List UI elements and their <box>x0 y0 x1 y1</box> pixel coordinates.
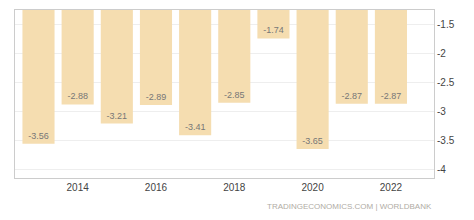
svg-text:2022: 2022 <box>380 182 403 193</box>
svg-text:-2.5: -2.5 <box>437 77 455 88</box>
svg-text:-3.41: -3.41 <box>185 122 206 132</box>
svg-text:-2.87: -2.87 <box>381 91 402 101</box>
svg-text:-3.5: -3.5 <box>437 135 455 146</box>
svg-text:2014: 2014 <box>67 182 90 193</box>
svg-text:2016: 2016 <box>145 182 168 193</box>
svg-text:-3.21: -3.21 <box>107 111 128 121</box>
svg-text:-1.5: -1.5 <box>437 19 455 30</box>
svg-text:-3.65: -3.65 <box>302 136 323 146</box>
svg-text:-2.85: -2.85 <box>224 90 245 100</box>
svg-text:-2.87: -2.87 <box>342 91 363 101</box>
svg-text:2020: 2020 <box>301 182 324 193</box>
svg-text:-3: -3 <box>437 106 446 117</box>
svg-text:TRADINGECONOMICS.COM | WORLDBA: TRADINGECONOMICS.COM | WORLDBANK <box>267 202 432 211</box>
svg-text:-1.74: -1.74 <box>263 25 284 35</box>
svg-text:-3.56: -3.56 <box>28 131 49 141</box>
svg-text:-2.89: -2.89 <box>146 92 167 102</box>
svg-text:-2.88: -2.88 <box>67 91 88 101</box>
svg-text:2018: 2018 <box>223 182 246 193</box>
svg-text:-2: -2 <box>437 48 446 59</box>
svg-text:-4: -4 <box>437 164 446 175</box>
